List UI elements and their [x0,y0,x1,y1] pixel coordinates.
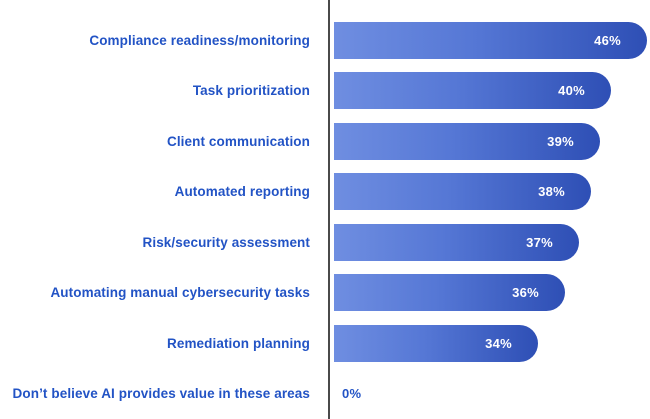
bar-row: Automating manual cybersecurity tasks 36… [0,268,650,319]
bar: 34% [334,324,538,362]
bar-value-label: 39% [547,133,574,149]
bar-area: 40% [334,72,650,110]
bar: 37% [334,223,579,261]
bar-area: 46% [334,21,650,59]
bar-row: Don’t believe AI provides value in these… [0,369,650,419]
bar: 39% [334,122,600,160]
bar-value-label: 37% [526,234,553,250]
zero-value-label: 0% [342,386,362,402]
bar-row: Remediation planning 34% [0,318,650,369]
category-label: Automated reporting [174,184,310,200]
category-label: Risk/security assessment [142,234,310,250]
bar-area: 0% [334,375,650,412]
category-label: Remediation planning [166,335,310,351]
bar: 36% [334,274,565,312]
bar-row: Task prioritization 40% [0,66,650,117]
bar-row: Risk/security assessment 37% [0,217,650,268]
bar-rows-container: Compliance readiness/monitoring 46% Task… [0,15,650,419]
bar-value-label: 34% [485,335,512,351]
bar-value-label: 38% [538,184,565,200]
bar-area: 37% [334,223,650,261]
bar-area: 38% [334,173,650,211]
bar: 40% [334,72,611,110]
bar-area: 39% [334,122,650,160]
y-axis-line [328,0,330,419]
bar-area: 34% [334,324,650,362]
bar: 46% [334,21,647,59]
bar-value-label: 46% [594,32,621,48]
bar-row: Client communication 39% [0,116,650,167]
bar-value-label: 36% [512,285,539,301]
bar-row: Compliance readiness/monitoring 46% [0,15,650,66]
category-label: Compliance readiness/monitoring [89,32,310,48]
category-label: Automating manual cybersecurity tasks [50,285,310,301]
bar-row: Automated reporting 38% [0,167,650,218]
bar-area: 36% [334,274,650,312]
category-label: Don’t believe AI provides value in these… [12,386,310,402]
category-label: Task prioritization [192,83,310,99]
bar-value-label: 40% [558,83,585,99]
category-label: Client communication [166,133,310,149]
bar: 38% [334,173,591,211]
